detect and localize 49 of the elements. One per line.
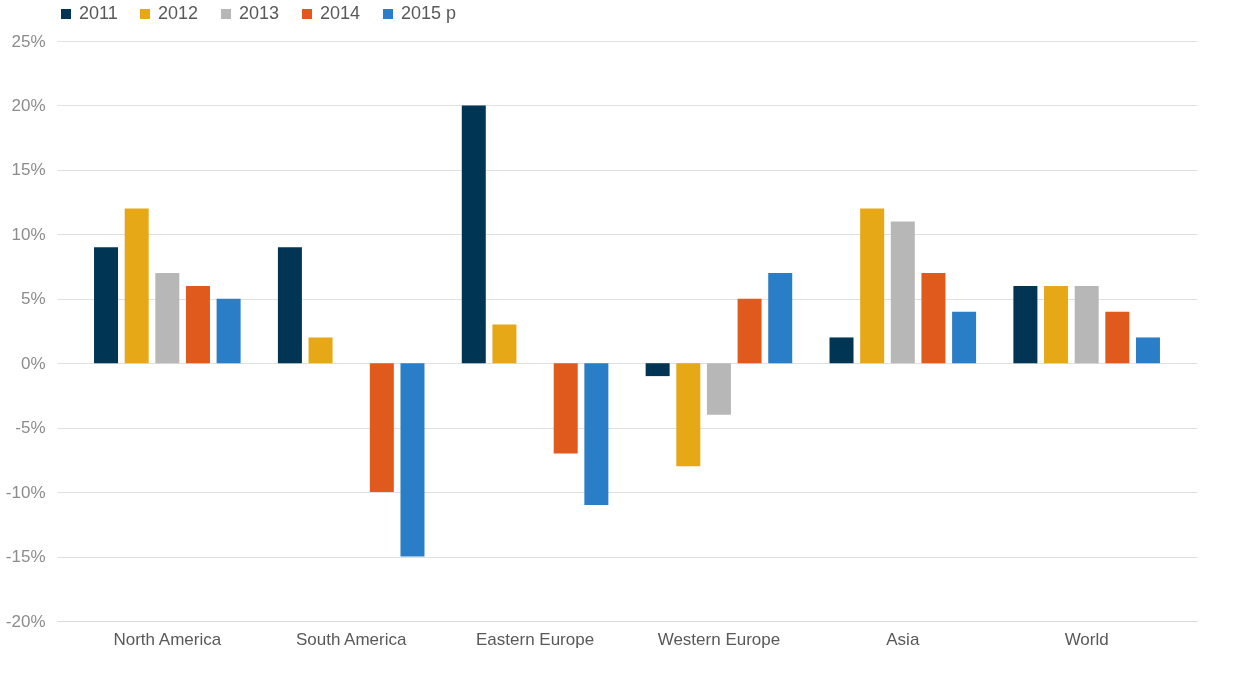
- bar: [860, 208, 885, 364]
- bar: [553, 363, 578, 454]
- x-tick-label: Western Europe: [657, 629, 781, 649]
- bar: [277, 247, 302, 364]
- bar: [1135, 337, 1160, 364]
- bar: [768, 273, 793, 364]
- bar: [829, 337, 854, 364]
- bar: [369, 363, 394, 493]
- bar: [737, 298, 762, 364]
- x-tick-label: Asia: [886, 629, 920, 649]
- bar: [1074, 285, 1099, 364]
- bar: [584, 363, 609, 505]
- bar: [216, 298, 241, 364]
- x-tick-label: North America: [113, 629, 222, 649]
- y-tick-label: -10%: [5, 482, 46, 502]
- y-tick-label: 5%: [20, 289, 46, 309]
- legend-label: 2014: [320, 3, 361, 23]
- y-tick-label: -20%: [5, 611, 46, 631]
- x-tick-label: South America: [295, 629, 408, 649]
- bar: [706, 363, 731, 415]
- bar: [185, 285, 210, 364]
- bar: [952, 311, 977, 364]
- bar: [645, 363, 670, 377]
- y-tick-label: 10%: [11, 224, 46, 244]
- bar: [890, 221, 915, 364]
- bar: [1013, 285, 1038, 364]
- bar: [155, 273, 180, 364]
- bar: [1105, 311, 1130, 364]
- bar: [94, 247, 119, 364]
- legend-label: 2011: [79, 3, 118, 23]
- y-tick-label: 25%: [11, 31, 46, 51]
- x-tick-label: World: [1064, 629, 1109, 649]
- legend-label: 2013: [239, 3, 280, 23]
- legend-label: 2015 p: [401, 3, 457, 23]
- bar: [676, 363, 701, 467]
- x-tick-label: Eastern Europe: [475, 629, 595, 649]
- y-tick-label: 0%: [20, 353, 46, 373]
- bar: [921, 273, 946, 364]
- bar: [124, 208, 149, 364]
- y-tick-label: 20%: [11, 95, 46, 115]
- bar: [308, 337, 333, 364]
- y-tick-label: 15%: [11, 160, 46, 180]
- bar: [400, 363, 425, 557]
- bar: [492, 324, 517, 364]
- bar: [461, 105, 486, 364]
- y-tick-label: -15%: [5, 547, 46, 567]
- legend-label: 2012: [158, 3, 199, 23]
- y-tick-label: -5%: [15, 418, 46, 438]
- bar: [1044, 285, 1069, 364]
